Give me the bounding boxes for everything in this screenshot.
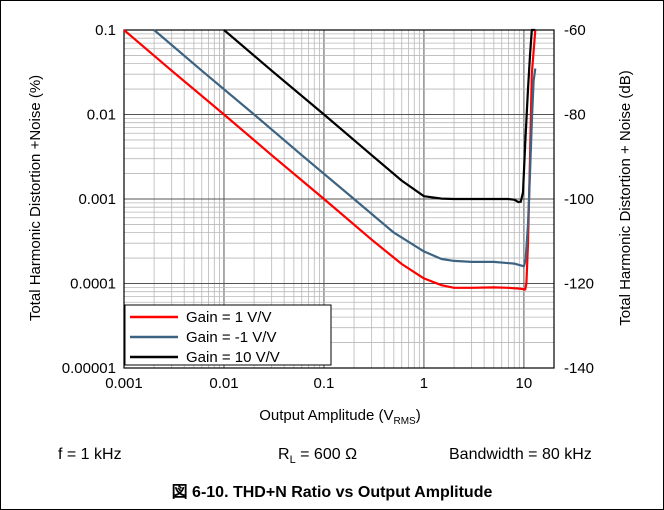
tick-labels: 0.001 0.01 0.1 1 10 0.1 -60 0.01 -80 0.001 -100 0.0…: [62, 22, 594, 392]
legend-label: Gain = 1 V/V: [186, 309, 271, 326]
x-tick-label: 10: [516, 375, 533, 392]
x-tick-label: 1: [420, 375, 428, 392]
x-tick-label: 0.1: [314, 375, 335, 392]
condition-frequency: f = 1 kHz: [58, 446, 122, 463]
series-group: [123, 28, 537, 291]
condition-load: RL = 600 Ω: [278, 446, 358, 467]
y-tick-label-left: 0.01: [87, 107, 116, 124]
y-tick-label-right: -140: [564, 360, 594, 377]
series-line-1: [123, 29, 537, 291]
y-tick-label-left: 0.0001: [70, 276, 116, 293]
y-axis-label-right: Total Harmonic Distortion + Noise (dB): [617, 70, 634, 326]
plot-border: [123, 29, 555, 369]
y-tick-label-right: -100: [564, 191, 594, 208]
x-tick-label: 0.01: [209, 375, 238, 392]
x-tick-label: 0.001: [105, 375, 143, 392]
thd-chart: 0.001 0.01 0.1 1 10 0.1 -60 0.01 -80 0.001 -100 0.0…: [27, 22, 634, 427]
figure-caption: 図 6-10. THD+N Ratio vs Output Amplitude: [171, 484, 493, 501]
y-tick-label-right: -80: [564, 107, 586, 124]
y-tick-label-left: 0.001: [78, 191, 116, 208]
x-axis-label: Output Amplitude (VRMS): [259, 407, 420, 427]
legend-box: [124, 304, 332, 366]
legend-label: Gain = -1 V/V: [186, 329, 276, 346]
y-tick-label-left: 0.1: [95, 22, 116, 39]
condition-bandwidth: Bandwidth = 80 kHz: [449, 446, 592, 463]
y-tick-label-left: 0.00001: [62, 360, 116, 377]
y-tick-label-right: -120: [564, 276, 594, 293]
series-line-3: [223, 28, 536, 204]
y-axis-label-left: Total Harmonic Distortion +Noise (%): [27, 75, 44, 321]
series-line-2: [153, 29, 537, 268]
legend: Gain = 1 V/V Gain = -1 V/V Gain = 10 V/V: [124, 304, 332, 366]
legend-label: Gain = 10 V/V: [186, 349, 280, 366]
y-tick-label-right: -60: [564, 22, 586, 39]
